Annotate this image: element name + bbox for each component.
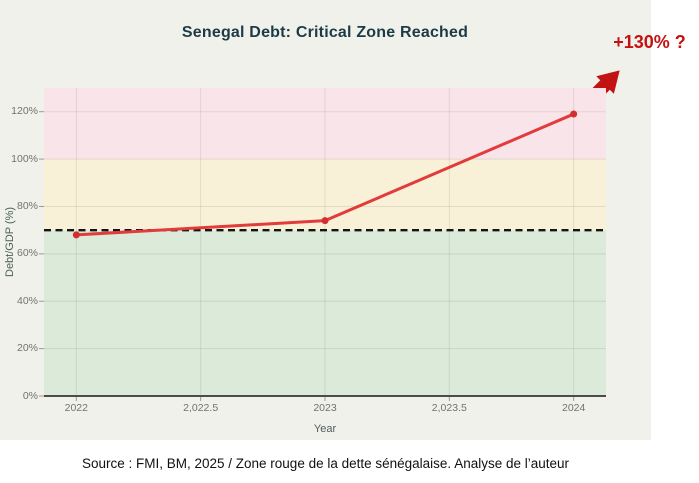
source-caption: Source : FMI, BM, 2025 / Zone rouge de l…	[81, 456, 570, 471]
x-tick-label: 2023	[313, 402, 337, 414]
x-axis-title: Year	[313, 423, 337, 435]
y-tick-label: 40%	[16, 294, 38, 307]
y-tick-label: 60%	[16, 247, 38, 260]
data-point	[321, 217, 329, 225]
y-tick-label: 80%	[16, 199, 38, 212]
projection-label: +130% ?	[613, 32, 686, 52]
critical-zone	[44, 88, 606, 160]
data-point	[570, 110, 578, 118]
x-tick-label: 2024	[561, 402, 586, 414]
data-point	[72, 231, 80, 239]
x-tick-label: 2022	[64, 402, 88, 414]
y-tick-label: 100%	[11, 152, 38, 165]
x-tick-label: 2,022.5	[183, 402, 219, 414]
y-tick-label: 0%	[22, 389, 38, 402]
x-tick-label: 2,023.5	[431, 402, 467, 414]
safe-zone	[44, 230, 606, 396]
chart-title: Senegal Debt: Critical Zone Reached	[181, 24, 469, 41]
y-tick-label: 120%	[11, 105, 38, 118]
plot-area	[39, 88, 606, 401]
y-tick-label: 20%	[16, 342, 38, 355]
plot-svg	[39, 88, 606, 401]
chart-figure: Senegal Debt: Critical Zone Reached +130…	[0, 0, 686, 440]
